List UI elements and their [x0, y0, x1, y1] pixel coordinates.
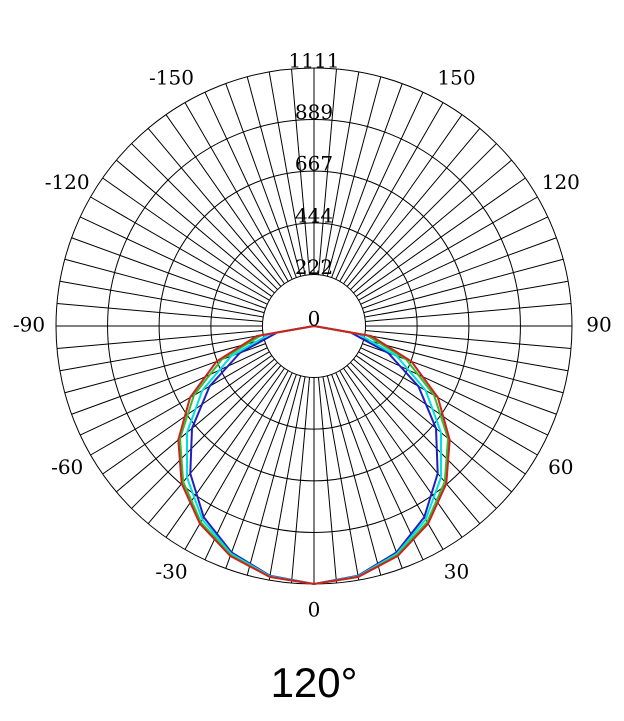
theta-tick-label: -90 — [13, 313, 45, 337]
theta-tick-label: -150 — [149, 66, 194, 90]
r-tick-label: 1111 — [289, 49, 340, 73]
grid-ring — [107, 119, 521, 533]
grid-ring — [210, 222, 418, 430]
r-tick-label: 889 — [295, 100, 333, 124]
theta-tick-label: 30 — [444, 559, 469, 583]
series-line — [177, 325, 451, 586]
theta-tick-label: 150 — [437, 66, 475, 90]
theta-tick-label: 120 — [542, 170, 580, 194]
theta-tick-label: -30 — [155, 559, 187, 583]
r-tick-label: 444 — [295, 203, 333, 227]
theta-tick-label: -60 — [51, 455, 83, 479]
grid-ring — [158, 170, 470, 482]
theta-tick-label: 0 — [308, 598, 321, 622]
r-tick-label: 222 — [295, 255, 333, 279]
theta-tick-label: -120 — [45, 170, 90, 194]
r-tick-label: 0 — [308, 307, 321, 331]
grid-ring — [261, 273, 367, 379]
r-tick-label: 667 — [295, 152, 333, 176]
theta-tick-label: 60 — [548, 455, 573, 479]
chart-title: 120° — [271, 659, 358, 706]
theta-tick-label: 90 — [586, 313, 611, 337]
